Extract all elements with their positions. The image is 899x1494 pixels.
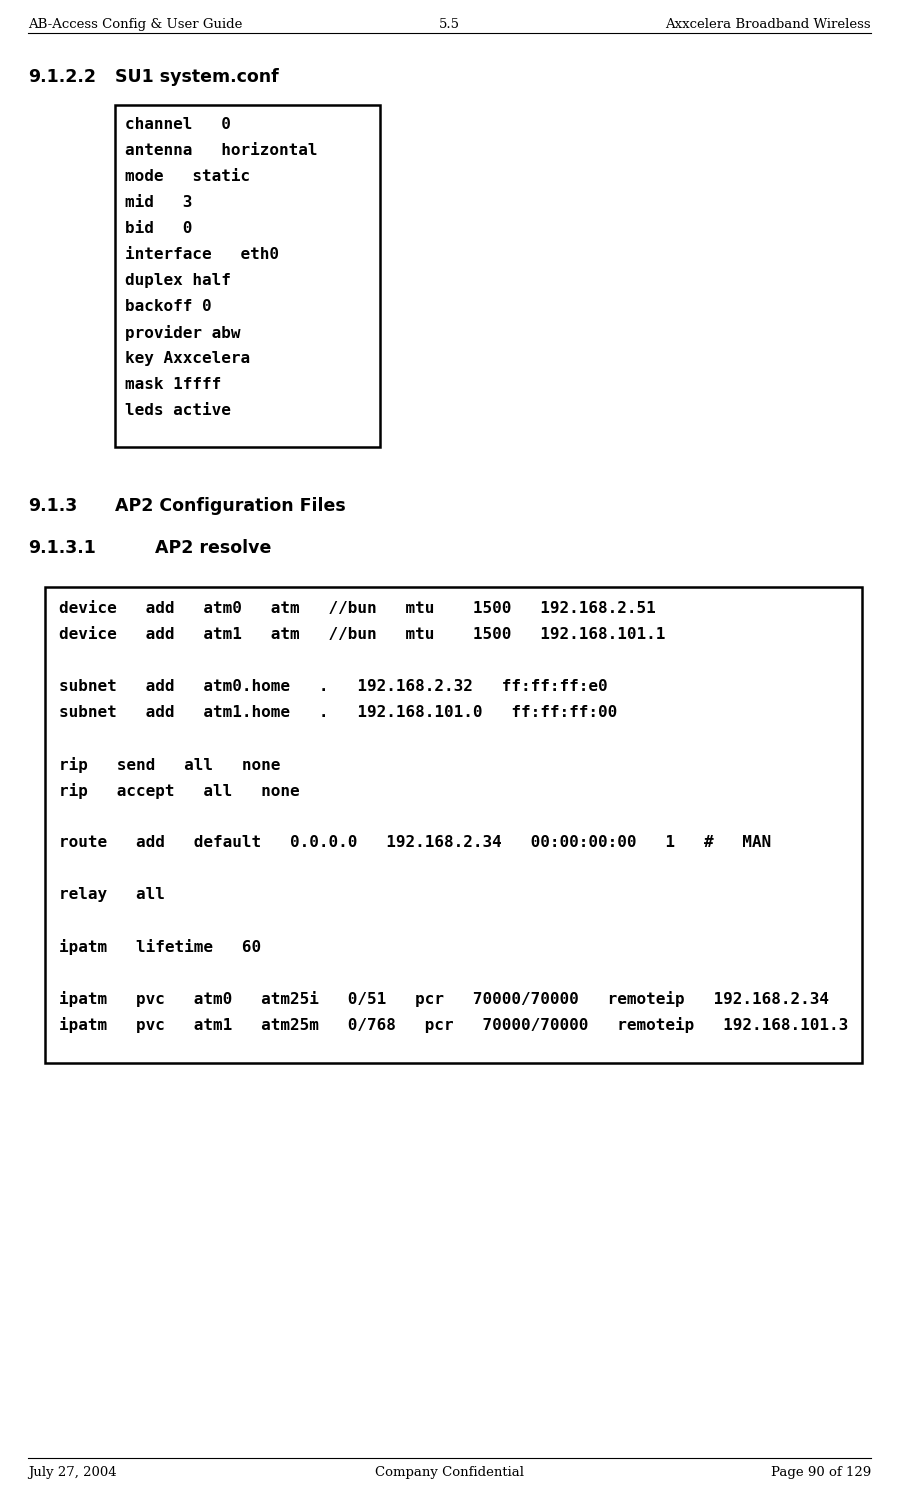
Text: Company Confidential: Company Confidential: [375, 1466, 524, 1479]
Text: AP2 resolve: AP2 resolve: [155, 539, 271, 557]
Text: ipatm   pvc   atm0   atm25i   0/51   pcr   70000/70000   remoteip   192.168.2.34: ipatm pvc atm0 atm25i 0/51 pcr 70000/700…: [59, 991, 829, 1007]
Text: 9.1.3.1: 9.1.3.1: [28, 539, 96, 557]
Text: July 27, 2004: July 27, 2004: [28, 1466, 117, 1479]
Text: route   add   default   0.0.0.0   192.168.2.34   00:00:00:00   1   #   MAN: route add default 0.0.0.0 192.168.2.34 0…: [59, 835, 771, 850]
Text: bid   0: bid 0: [125, 221, 192, 236]
Text: device   add   atm0   atm   //bun   mtu    1500   192.168.2.51: device add atm0 atm //bun mtu 1500 192.1…: [59, 601, 655, 616]
Text: AP2 Configuration Files: AP2 Configuration Files: [115, 498, 346, 515]
Text: mask 1ffff: mask 1ffff: [125, 376, 221, 391]
Text: device   add   atm1   atm   //bun   mtu    1500   192.168.101.1: device add atm1 atm //bun mtu 1500 192.1…: [59, 627, 665, 642]
Text: leds active: leds active: [125, 403, 231, 418]
Text: interface   eth0: interface eth0: [125, 247, 279, 261]
Text: antenna   horizontal: antenna horizontal: [125, 143, 317, 158]
FancyBboxPatch shape: [115, 105, 380, 447]
Text: 9.1.2.2: 9.1.2.2: [28, 69, 96, 87]
Text: AB-Access Config & User Guide: AB-Access Config & User Guide: [28, 18, 243, 31]
Text: mid   3: mid 3: [125, 196, 192, 211]
Text: 5.5: 5.5: [439, 18, 460, 31]
Text: duplex half: duplex half: [125, 273, 231, 288]
Text: SU1 system.conf: SU1 system.conf: [115, 69, 279, 87]
Text: backoff 0: backoff 0: [125, 299, 211, 314]
Text: subnet   add   atm1.home   .   192.168.101.0   ff:ff:ff:00: subnet add atm1.home . 192.168.101.0 ff:…: [59, 705, 618, 720]
Text: ipatm   pvc   atm1   atm25m   0/768   pcr   70000/70000   remoteip   192.168.101: ipatm pvc atm1 atm25m 0/768 pcr 70000/70…: [59, 1017, 849, 1032]
Text: key Axxcelera: key Axxcelera: [125, 351, 250, 366]
Text: Page 90 of 129: Page 90 of 129: [770, 1466, 871, 1479]
Text: rip   accept   all   none: rip accept all none: [59, 783, 299, 799]
Text: 9.1.3: 9.1.3: [28, 498, 77, 515]
Text: ipatm   lifetime   60: ipatm lifetime 60: [59, 940, 261, 955]
Text: rip   send   all   none: rip send all none: [59, 757, 280, 772]
Text: channel   0: channel 0: [125, 117, 231, 131]
FancyBboxPatch shape: [45, 587, 862, 1064]
Text: mode   static: mode static: [125, 169, 250, 184]
Text: provider abw: provider abw: [125, 326, 241, 341]
Text: Axxcelera Broadband Wireless: Axxcelera Broadband Wireless: [665, 18, 871, 31]
Text: relay   all: relay all: [59, 887, 165, 902]
Text: subnet   add   atm0.home   .   192.168.2.32   ff:ff:ff:e0: subnet add atm0.home . 192.168.2.32 ff:f…: [59, 678, 608, 695]
